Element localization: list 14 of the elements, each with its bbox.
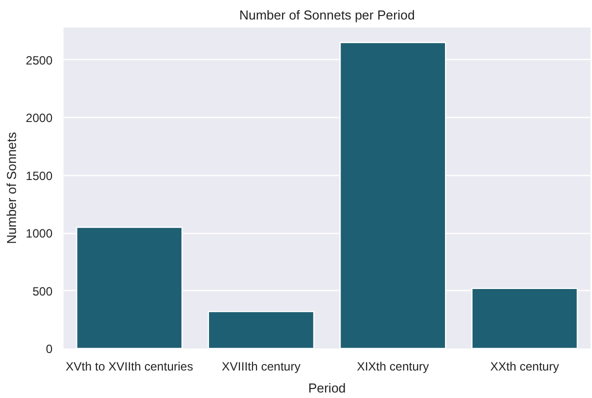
x-tick-label: XIXth century xyxy=(356,360,429,374)
x-tick-label: XXth century xyxy=(490,360,559,374)
y-tick-label: 1500 xyxy=(26,168,53,183)
chart-title: Number of Sonnets per Period xyxy=(239,8,415,22)
y-tick-label: 1000 xyxy=(26,226,53,241)
x-axis-title: Period xyxy=(308,380,346,396)
y-tick-label: 2000 xyxy=(26,111,53,126)
x-tick-label: XVth to XVIIth centuries xyxy=(66,360,194,374)
x-tick-label: XVIIIth century xyxy=(222,360,300,374)
bar xyxy=(208,310,314,348)
y-tick-label: 0 xyxy=(46,342,53,356)
y-tick-label: 500 xyxy=(32,284,53,298)
y-axis-title: Number of Sonnets xyxy=(4,132,19,244)
y-tick-label: 2500 xyxy=(26,53,53,68)
